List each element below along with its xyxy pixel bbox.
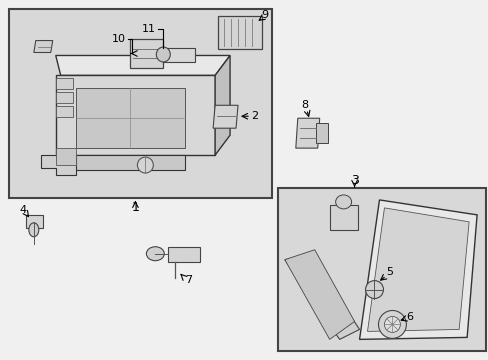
- Text: 3: 3: [350, 175, 358, 188]
- Text: 11: 11: [141, 24, 155, 33]
- Text: 9: 9: [261, 10, 268, 20]
- Ellipse shape: [156, 47, 170, 62]
- Polygon shape: [213, 105, 238, 128]
- Bar: [277, 188, 485, 351]
- Circle shape: [365, 280, 383, 298]
- Bar: [9, 9, 271, 198]
- Bar: [56, 78, 73, 89]
- Bar: [163, 48, 195, 62]
- Text: 4: 4: [19, 205, 26, 215]
- Polygon shape: [56, 75, 215, 155]
- Bar: [76, 88, 185, 148]
- Polygon shape: [295, 118, 319, 148]
- Text: 5: 5: [385, 267, 392, 276]
- Text: 2: 2: [251, 111, 258, 121]
- Polygon shape: [56, 55, 229, 75]
- Bar: [56, 106, 73, 117]
- Polygon shape: [285, 250, 354, 339]
- Ellipse shape: [335, 195, 351, 209]
- Text: 10: 10: [111, 33, 125, 44]
- Polygon shape: [359, 200, 476, 339]
- Circle shape: [137, 157, 153, 173]
- Circle shape: [378, 310, 406, 338]
- Polygon shape: [34, 41, 53, 53]
- Bar: [56, 148, 76, 165]
- Ellipse shape: [29, 223, 39, 237]
- Text: 8: 8: [301, 100, 308, 110]
- Bar: [130, 39, 163, 68]
- Bar: [218, 15, 262, 49]
- Polygon shape: [285, 255, 359, 339]
- Polygon shape: [41, 155, 76, 175]
- Bar: [56, 92, 73, 103]
- Bar: [26, 215, 42, 228]
- Circle shape: [384, 316, 400, 332]
- Bar: [315, 123, 327, 143]
- Text: 1: 1: [131, 201, 139, 215]
- Polygon shape: [56, 155, 185, 170]
- Polygon shape: [215, 55, 229, 155]
- Text: 6: 6: [405, 312, 412, 323]
- Text: 7: 7: [184, 275, 191, 285]
- Bar: [329, 205, 357, 230]
- Bar: [168, 247, 200, 262]
- Ellipse shape: [146, 247, 164, 261]
- Polygon shape: [367, 208, 468, 332]
